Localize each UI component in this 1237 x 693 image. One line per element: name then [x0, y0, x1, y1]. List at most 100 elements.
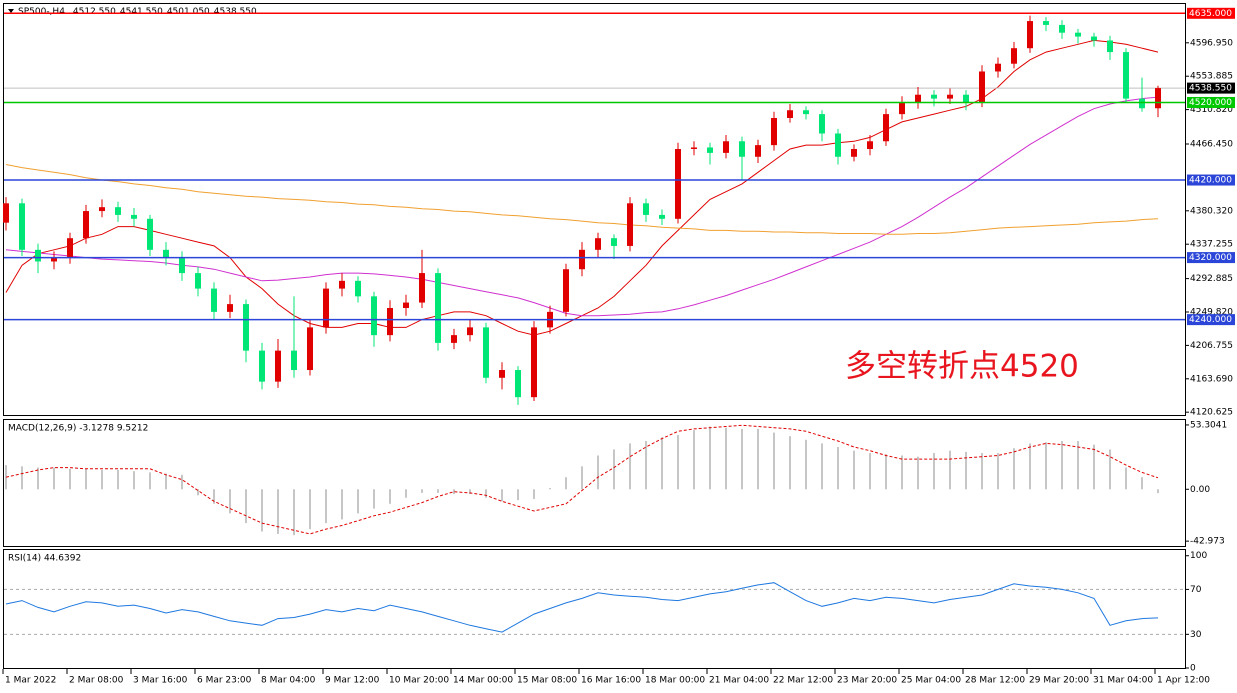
panel-menu-arrow[interactable] [8, 9, 14, 13]
level-label: 4420.000 [1189, 176, 1232, 186]
macd-panel [3, 419, 1186, 547]
macd-bar [901, 455, 903, 490]
candle-body [467, 327, 473, 336]
macd-bar [117, 469, 119, 490]
x-tick-label: 15 Mar 08:00 [517, 676, 577, 686]
macd-bar [309, 489, 311, 530]
candle-body [339, 280, 345, 289]
macd-bar [629, 443, 631, 490]
price-panel [3, 3, 1186, 416]
macd-bar [1013, 448, 1015, 490]
y-tick-label: 4596.950 [1190, 38, 1233, 48]
x-tick-label: 9 Mar 12:00 [325, 676, 380, 686]
macd-bar [53, 467, 55, 490]
y-tick-label: 4337.255 [1190, 240, 1233, 250]
candle-body [451, 335, 457, 343]
macd-bar [725, 427, 727, 490]
macd-bar [885, 454, 887, 490]
candle-body [659, 214, 665, 219]
rsi-panel [3, 549, 1186, 669]
macd-bar [229, 489, 231, 514]
candle-body [1011, 48, 1017, 64]
candle-body [1139, 98, 1145, 109]
macd-bar [405, 489, 407, 498]
macd-bar [485, 489, 487, 498]
macd-bar [261, 489, 263, 532]
candle-body [691, 147, 697, 150]
macd-bar [421, 489, 423, 493]
macd-bar [469, 489, 471, 495]
candle-body [3, 203, 9, 223]
macd-bar [533, 489, 535, 499]
high-value: 4541.550 [120, 7, 163, 17]
candle-body [1027, 21, 1033, 49]
open-value: 4512.550 [73, 7, 116, 17]
candle-body [227, 304, 233, 312]
candle-body [979, 71, 985, 103]
y-tick-label: 0.00 [1190, 485, 1210, 495]
macd-bar [693, 430, 695, 490]
candle-body [963, 94, 969, 103]
macd-bar [613, 449, 615, 490]
macd-header: MACD(12,26,9) -3.1278 9.5212 [8, 424, 148, 434]
x-tick-label: 8 Mar 04:00 [261, 676, 316, 686]
macd-bar [517, 489, 519, 501]
candle-body [819, 114, 825, 134]
candle-body [787, 110, 793, 118]
candle-body [915, 94, 921, 103]
candle-body [675, 149, 681, 219]
candle-body [771, 117, 777, 146]
macd-bar [1045, 442, 1047, 490]
macd-signal [5, 424, 1159, 535]
macd-bar [1157, 489, 1159, 494]
candle-body [707, 147, 713, 153]
candle-body [83, 211, 89, 239]
macd-bar [389, 489, 391, 504]
macd-bar [805, 439, 807, 490]
level-label: 4520.000 [1189, 98, 1232, 108]
macd-bar [1125, 467, 1127, 490]
candle-body [99, 207, 105, 212]
macd-bar [565, 477, 567, 490]
macd-bar [453, 489, 455, 495]
candle-body [195, 273, 201, 289]
candle-body [611, 238, 617, 246]
y-tick-label: 4163.690 [1190, 374, 1233, 384]
candle-body [1075, 32, 1081, 37]
y-tick-label: 0 [1190, 664, 1196, 674]
y-tick-label: 4553.885 [1190, 72, 1233, 82]
macd-bar [1141, 477, 1143, 490]
macd-bar [357, 489, 359, 514]
candle-body [755, 145, 761, 157]
candle-body [147, 218, 153, 250]
x-tick-label: 31 Mar 04:00 [1093, 676, 1153, 686]
candle-body [403, 302, 409, 308]
y-tick-label: 4249.820 [1190, 308, 1233, 318]
candle-body [1043, 21, 1049, 25]
y-tick-label: -42.973 [1190, 537, 1225, 547]
candle-body [1123, 52, 1129, 99]
x-tick-label: 21 Mar 04:00 [709, 676, 769, 686]
candle-body [179, 257, 185, 274]
candle-body [515, 370, 521, 398]
macd-bar [21, 466, 23, 490]
candle-body [163, 249, 169, 258]
x-tick-label: 6 Mar 23:00 [197, 676, 252, 686]
macd-bar [597, 455, 599, 490]
y-tick-label: 4120.625 [1190, 408, 1233, 418]
level-label-box [1187, 7, 1235, 19]
y-tick-label: 4380.320 [1190, 206, 1233, 216]
level-label-box [1187, 252, 1235, 264]
candle-body [931, 94, 937, 99]
candle-body [883, 114, 889, 142]
candle-body [323, 288, 329, 328]
candle-body [275, 350, 281, 382]
candle-body [867, 141, 873, 150]
macd-bar [581, 466, 583, 490]
macd-bar [965, 451, 967, 490]
macd-bar [149, 472, 151, 490]
level-label: 4240.000 [1189, 315, 1232, 325]
candle-body [51, 257, 57, 262]
